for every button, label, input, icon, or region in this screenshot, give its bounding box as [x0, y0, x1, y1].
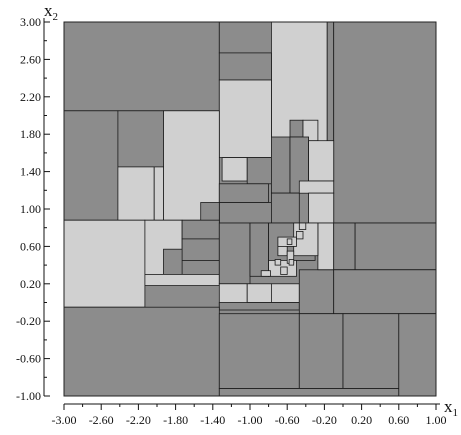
partition-rect-10	[117, 166, 155, 221]
partition-rect-0	[63, 21, 220, 112]
partition-rect-48	[298, 313, 344, 389]
plot-frame	[63, 21, 437, 397]
y-tick-label: -1.00	[16, 389, 41, 403]
partition-rect-20	[218, 202, 272, 224]
partition-rect-60	[274, 259, 282, 266]
partition-rect-39	[317, 222, 335, 271]
partition-rect-31	[144, 273, 220, 286]
partition-rect-21	[270, 192, 300, 224]
x-tick-label: -0.60	[275, 413, 300, 427]
partition-rect-61	[298, 222, 307, 230]
x-tick-label: -1.40	[200, 413, 225, 427]
partition-rect-23	[308, 192, 335, 224]
partition-rect-29	[181, 259, 220, 275]
partition-rect-41	[354, 222, 437, 271]
partition-rect-16	[270, 136, 291, 194]
partition-rect-11	[153, 166, 164, 221]
partition-rect-47	[218, 313, 300, 389]
partition-rect-4	[333, 21, 437, 224]
partition-rect-37	[218, 302, 300, 311]
partition-rect-45	[333, 269, 437, 315]
x-axis-label-base: x	[444, 397, 453, 416]
y-tick-label: 0.20	[20, 277, 41, 291]
y-axis-label-base: x	[44, 1, 53, 20]
partition-rect-46	[63, 306, 220, 397]
axes	[43, 18, 440, 405]
partition-rect-33	[249, 222, 270, 277]
partition-rect-35	[246, 283, 272, 303]
partition-rect-14	[221, 157, 248, 182]
partition-rect-25	[63, 219, 146, 308]
partition-rect-7	[63, 110, 119, 221]
x-tick-label: -0.20	[312, 413, 337, 427]
partition-rect-32	[218, 222, 251, 285]
partition-rect-5	[218, 52, 272, 81]
partition-rect-19	[218, 183, 270, 203]
partition-rect-6	[218, 79, 272, 158]
partition-rect-55	[260, 270, 271, 277]
partition-rect-57	[296, 230, 304, 240]
partition-rect-50	[218, 388, 400, 397]
partition-rect-12	[289, 119, 304, 138]
partition-rect-28	[181, 238, 220, 261]
partition-rect-8	[117, 110, 164, 168]
y-axis-ticks: 3.00 2.60 2.20 1.80 1.40 1.00 0.60 0.20 -0.20 -0.…	[16, 15, 50, 403]
partition-rect-59	[288, 259, 295, 266]
y-tick-label: 1.40	[20, 165, 41, 179]
partition-rect-49	[342, 313, 400, 389]
x-axis-label: x1	[444, 397, 458, 419]
x-tick-label: -3.00	[52, 413, 77, 427]
partition-rect-3	[326, 21, 335, 159]
y-axis-label: x2	[44, 1, 58, 23]
x-axis-ticks: -3.00 -2.60 -2.20 -1.80 -1.40 -1.00 -0.60 -0.20…	[52, 404, 447, 427]
y-tick-label: 2.20	[20, 90, 41, 104]
x-tick-label: 1.00	[426, 413, 447, 427]
y-tick-label: 1.00	[20, 202, 41, 216]
partition-rect-40	[333, 222, 356, 271]
partition-rect-22	[298, 180, 335, 194]
partition-rect-1	[218, 21, 272, 54]
x-tick-label: -1.00	[238, 413, 263, 427]
partition-rect-15	[246, 157, 272, 185]
y-axis-label-subscript: 2	[53, 11, 59, 23]
partition-rect-30	[163, 248, 183, 277]
x-axis-label-subscript: 1	[453, 407, 459, 419]
y-tick-label: 3.00	[20, 15, 41, 29]
partition-rect-56	[280, 266, 288, 275]
y-tick-label: 2.60	[20, 52, 41, 66]
x-tick-label: -2.60	[89, 413, 114, 427]
x-tick-label: 0.20	[351, 413, 372, 427]
x-tick-label: -1.80	[163, 413, 188, 427]
y-tick-label: 0.60	[20, 239, 41, 253]
partition-rect-9	[163, 110, 220, 221]
partition-rect-51	[398, 313, 437, 397]
partition-rectangles	[63, 21, 437, 397]
partition-rect-58	[286, 238, 293, 245]
partition-rect-38	[298, 269, 335, 315]
partition-rect-27	[181, 219, 220, 240]
x-tick-label: 0.60	[388, 413, 409, 427]
partition-rect-18	[308, 140, 335, 182]
partition-rect-53	[277, 245, 288, 257]
y-tick-label: 1.80	[20, 127, 41, 141]
x-tick-label: -2.20	[126, 413, 151, 427]
partition-rect-24	[200, 202, 220, 221]
partition-rect-36	[270, 283, 300, 303]
y-tick-label: -0.20	[16, 314, 41, 328]
y-tick-label: -0.60	[16, 352, 41, 366]
